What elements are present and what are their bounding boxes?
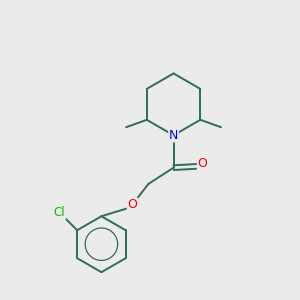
- Text: N: N: [169, 129, 178, 142]
- Text: O: O: [197, 157, 207, 170]
- Text: O: O: [128, 198, 137, 211]
- Text: Cl: Cl: [54, 206, 65, 219]
